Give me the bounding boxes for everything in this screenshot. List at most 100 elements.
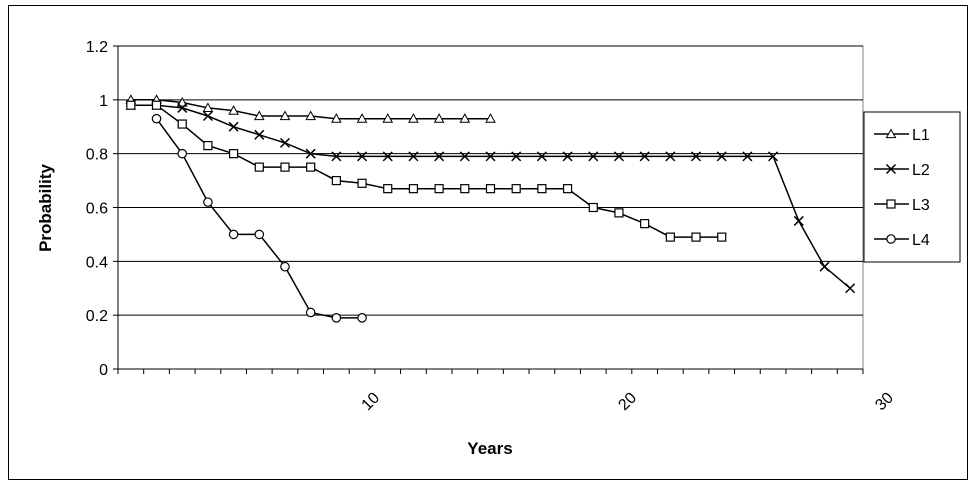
marker-circle [280, 261, 290, 272]
legend: L1 L2 L3 L4 [863, 111, 961, 263]
x-tick-label: 30 [872, 389, 897, 414]
marker-circle [151, 113, 162, 124]
marker-cross [716, 151, 727, 162]
marker-triangle [433, 113, 445, 123]
marker-cross [485, 151, 496, 162]
marker-circle [886, 234, 896, 244]
marker-cross [202, 110, 213, 122]
marker-circle [305, 307, 316, 318]
series-l2 [125, 100, 856, 294]
series-l1 [125, 94, 496, 123]
x-tick-label: 10 [359, 389, 384, 414]
marker-square [229, 149, 239, 159]
legend-box [863, 111, 961, 263]
marker-square [511, 184, 521, 194]
marker-square [357, 178, 367, 188]
marker-circle [177, 148, 188, 159]
marker-triangle [228, 105, 239, 115]
marker-circle [228, 229, 239, 240]
legend-item-l2: L2 [874, 162, 930, 179]
marker-square [126, 100, 136, 110]
marker-square [537, 184, 547, 194]
y-tick-label: 1 [99, 93, 108, 110]
marker-cross [819, 261, 830, 272]
chart-frame [8, 5, 968, 480]
marker-cross [613, 151, 624, 162]
marker-cross [357, 151, 368, 162]
gridlines [117, 45, 864, 370]
marker-cross [177, 102, 188, 113]
marker-triangle [202, 102, 214, 113]
marker-triangle [408, 113, 419, 123]
marker-square [691, 232, 701, 242]
marker-cross [885, 163, 897, 175]
marker-square [254, 162, 264, 172]
marker-square [485, 184, 496, 194]
marker-circle [254, 229, 265, 240]
marker-circle [331, 313, 342, 323]
marker-circle [203, 197, 213, 207]
y-tick-label: 1.2 [86, 39, 108, 56]
marker-square [434, 184, 444, 194]
marker-cross [382, 151, 393, 162]
marker-triangle [382, 113, 394, 123]
marker-cross [254, 129, 265, 140]
marker-cross [768, 151, 779, 162]
marker-triangle [485, 113, 496, 123]
y-axis-title: Probability [36, 164, 55, 252]
marker-triangle [331, 113, 342, 123]
marker-cross [588, 151, 599, 162]
marker-triangle [305, 110, 317, 121]
marker-cross [331, 151, 342, 162]
legend-item-l1: L1 [874, 127, 930, 144]
marker-square [460, 184, 470, 194]
x-axis-title: Years [467, 439, 512, 458]
legend-label: L2 [912, 162, 930, 179]
series-layer [125, 94, 856, 323]
marker-triangle [885, 128, 897, 139]
marker-square [306, 162, 316, 172]
x-tick-label: 20 [615, 389, 640, 414]
marker-square [614, 208, 624, 218]
marker-square [665, 232, 675, 242]
series-l3 [126, 100, 727, 242]
marker-square [886, 199, 896, 209]
y-tick-label: 0.2 [86, 308, 108, 325]
marker-square [562, 184, 573, 194]
marker-square [331, 175, 341, 186]
marker-cross [665, 151, 676, 162]
marker-square [640, 219, 650, 229]
marker-square [588, 202, 598, 213]
y-tick-label: 0.4 [86, 254, 108, 271]
marker-cross [742, 151, 753, 162]
marker-square [203, 140, 213, 151]
marker-cross [536, 151, 547, 162]
marker-cross [434, 151, 445, 162]
legend-label: L3 [912, 197, 930, 214]
marker-cross [305, 148, 316, 159]
marker-triangle [279, 110, 291, 121]
marker-triangle [459, 113, 471, 123]
marker-cross [639, 151, 650, 162]
legend-label: L1 [912, 127, 930, 144]
marker-triangle [176, 96, 188, 107]
marker-square [177, 119, 187, 129]
marker-square [280, 162, 290, 172]
marker-square [408, 184, 419, 194]
marker-cross [845, 283, 856, 294]
marker-circle [357, 313, 367, 323]
marker-cross [690, 151, 702, 162]
marker-square [151, 100, 162, 110]
axes: 0 0.2 0.4 0.6 0.8 1 1.2 10 20 30 [86, 39, 897, 414]
legend-item-l4: L4 [874, 232, 930, 249]
series-line [155, 118, 363, 319]
marker-cross [511, 151, 522, 162]
marker-cross [279, 137, 291, 148]
marker-square [717, 232, 727, 242]
marker-cross [562, 151, 573, 162]
y-tick-label: 0.6 [86, 201, 108, 218]
marker-triangle [356, 113, 368, 123]
marker-square [383, 184, 393, 194]
legend-label: L4 [912, 232, 930, 249]
